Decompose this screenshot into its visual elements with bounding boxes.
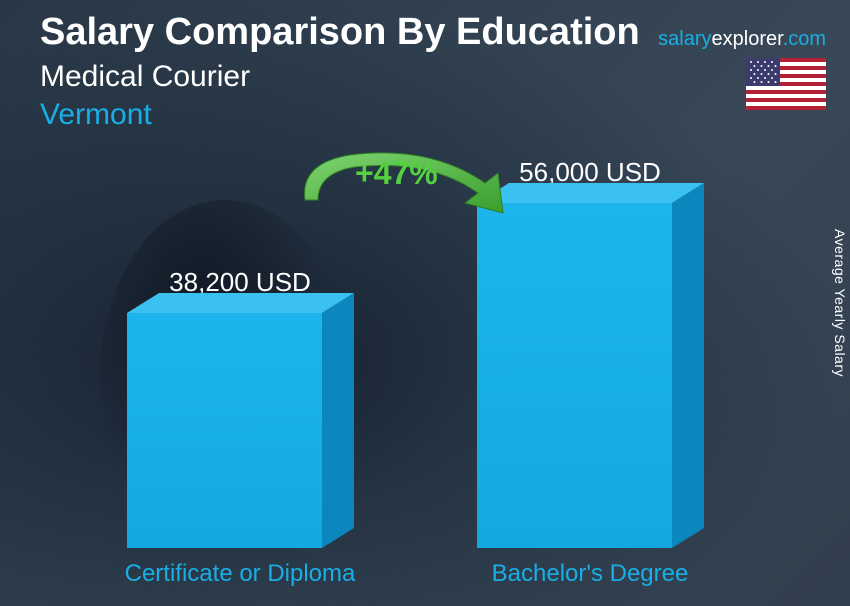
chart-area: 38,200 USD Certificate or Diploma 56,000… — [90, 168, 790, 588]
usa-flag-icon — [746, 58, 826, 110]
y-axis-label: Average Yearly Salary — [832, 229, 848, 377]
subtitle-location: Vermont — [40, 98, 830, 132]
bar-group-certificate: 38,200 USD Certificate or Diploma — [90, 293, 390, 588]
percent-increase-label: +47% — [355, 155, 438, 192]
bar-label-bachelor: Bachelor's Degree — [440, 560, 740, 588]
brand-mid: explorer — [712, 28, 783, 50]
brand-prefix: salary — [658, 28, 711, 50]
bar-label-certificate: Certificate or Diploma — [90, 560, 390, 588]
brand-suffix: .com — [783, 28, 826, 50]
brand-logo-text: salaryexplorer.com — [658, 28, 826, 51]
subtitle-occupation: Medical Courier — [40, 60, 830, 94]
bar-3d-bachelor — [477, 183, 704, 548]
bar-group-bachelor: 56,000 USD Bachelor's Degree — [440, 183, 740, 588]
bar-3d-certificate — [127, 293, 354, 548]
